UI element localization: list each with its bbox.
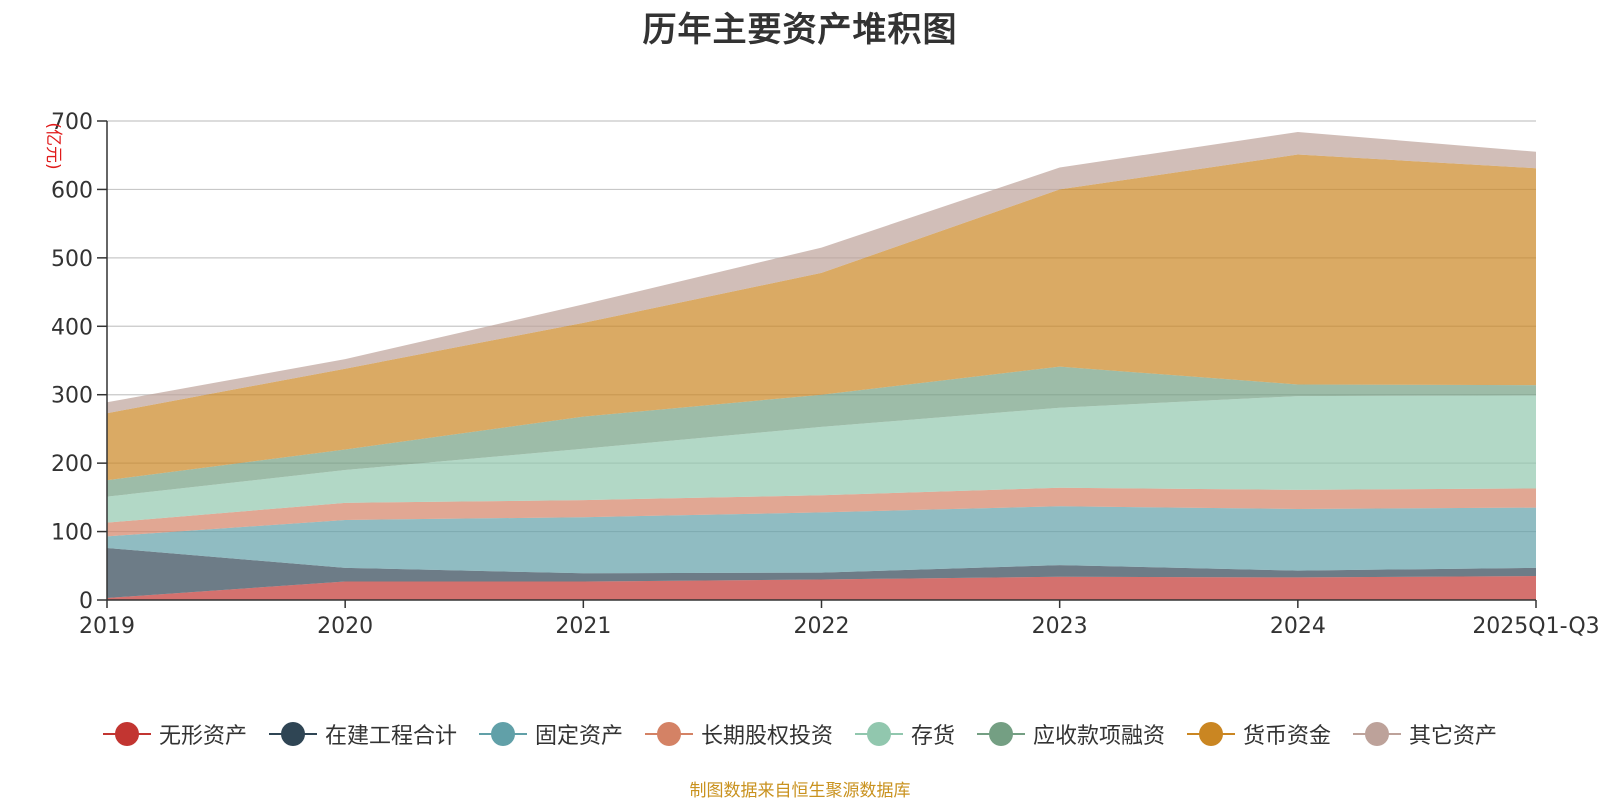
legend-item-1[interactable]: 无形资产 — [102, 718, 247, 750]
y-tick-label: 600 — [51, 178, 93, 203]
area-series-1 — [107, 576, 1536, 600]
y-tick-label: 100 — [51, 521, 93, 546]
axis-layer: 0 100 200 300 400 500 600 700 2019 2020 2021 2022 20… — [43, 110, 1600, 639]
area-series-6 — [107, 366, 1536, 497]
x-tick-label: 2020 — [317, 614, 373, 639]
y-tick-label: 700 — [51, 110, 93, 135]
x-tick-label: 2022 — [794, 614, 850, 639]
x-tick-label: 2019 — [79, 614, 135, 639]
x-tick-label: 2025Q1-Q3 — [1472, 614, 1599, 639]
legend-label: 在建工程合计 — [324, 724, 457, 749]
legend-label: 货币资金 — [1243, 724, 1332, 749]
legend-label: 长期股权投资 — [700, 724, 833, 749]
x-tick-label: 2021 — [555, 614, 611, 639]
x-tick-label: 2023 — [1032, 614, 1088, 639]
legend-item-3[interactable]: 固定资产 — [478, 718, 623, 750]
area-layer — [107, 131, 1536, 600]
x-tick-label: 2024 — [1270, 614, 1326, 639]
legend: 无形资产 在建工程合计 固定资产 长期股权投资 存货 应收款项融资 货币资金 其它资产 — [0, 716, 1600, 752]
legend-item-2[interactable]: 在建工程合计 — [268, 718, 457, 750]
legend-marker-icon — [644, 721, 693, 747]
y-unit-label: (亿元) — [43, 122, 63, 169]
area-series-8 — [107, 131, 1536, 414]
legend-marker-icon — [855, 721, 903, 747]
legend-item-4[interactable]: 长期股权投资 — [644, 718, 833, 750]
legend-marker-icon — [1353, 721, 1402, 747]
legend-marker-icon — [478, 721, 527, 747]
area-series-5 — [107, 395, 1536, 523]
legend-marker-icon — [102, 721, 151, 747]
y-tick-label: 300 — [51, 384, 93, 409]
legend-item-5[interactable]: 存货 — [855, 718, 955, 750]
legend-label: 存货 — [911, 724, 956, 749]
legend-item-6[interactable]: 应收款项融资 — [977, 718, 1165, 750]
legend-marker-icon — [977, 721, 1026, 747]
area-series-3 — [107, 506, 1536, 574]
y-tick-label: 400 — [51, 315, 93, 340]
legend-marker-icon — [268, 721, 317, 747]
legend-marker-icon — [1187, 721, 1236, 747]
area-series-2 — [107, 547, 1536, 598]
legend-label: 应收款项融资 — [1033, 724, 1166, 749]
y-tick-label: 500 — [51, 247, 93, 272]
data-source-note: 制图数据来自恒生聚源数据库 — [689, 781, 911, 801]
area-series-7 — [107, 154, 1536, 481]
y-tick-label: 0 — [79, 589, 93, 614]
legend-label: 固定资产 — [534, 724, 623, 749]
legend-item-8[interactable]: 其它资产 — [1353, 718, 1497, 750]
y-tick-label: 200 — [51, 452, 93, 477]
area-series-4 — [107, 487, 1536, 537]
legend-label: 无形资产 — [158, 724, 247, 749]
legend-label: 其它资产 — [1409, 724, 1498, 749]
legend-item-7[interactable]: 货币资金 — [1187, 718, 1331, 750]
chart-title: 历年主要资产堆积图 — [642, 10, 958, 50]
